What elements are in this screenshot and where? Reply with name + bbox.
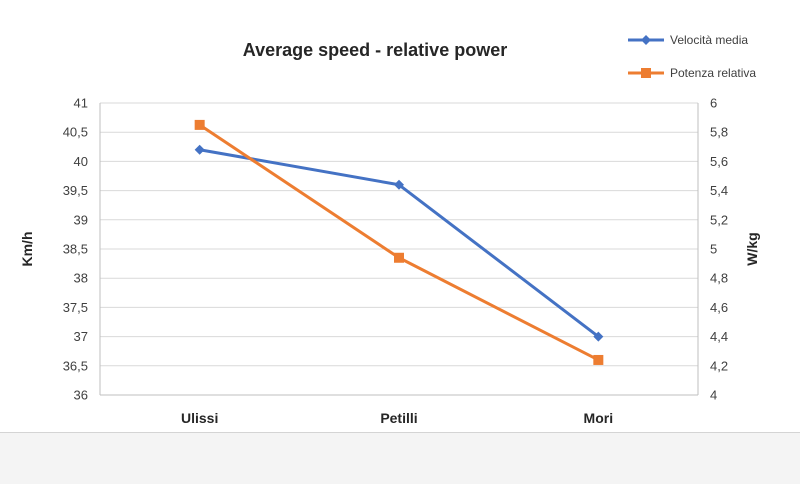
- right-tick-label: 5,2: [710, 212, 728, 227]
- left-tick-label: 36: [74, 388, 88, 403]
- right-tick-label: 4,4: [710, 329, 728, 344]
- category-label: Mori: [584, 410, 614, 426]
- right-tick-label: 4,8: [710, 271, 728, 286]
- series-line: [199, 148, 600, 338]
- left-tick-label: 36,5: [63, 358, 88, 373]
- data-point-marker: [394, 179, 404, 190]
- category-label: Ulissi: [181, 410, 218, 426]
- legend-label: Potenza relativa: [670, 66, 756, 80]
- left-axis-title: Km/h: [19, 232, 35, 267]
- right-tick-label: 5,4: [710, 183, 728, 198]
- right-tick-label: 4,6: [710, 300, 728, 315]
- data-point-marker: [593, 354, 604, 365]
- left-tick-label: 37,5: [63, 300, 88, 315]
- legend-item: Velocità media: [628, 33, 748, 47]
- left-tick-label: 41: [74, 96, 88, 111]
- right-tick-label: 4,2: [710, 358, 728, 373]
- legend-item: Potenza relativa: [628, 66, 756, 80]
- left-tick-label: 40,5: [63, 125, 88, 140]
- left-tick-label: 38: [74, 271, 88, 286]
- legend-label: Velocità media: [670, 33, 748, 47]
- left-tick-label: 39,5: [63, 183, 88, 198]
- legend-marker: [641, 35, 651, 45]
- chart-title: Average speed - relative power: [243, 40, 507, 60]
- right-tick-label: 4: [710, 388, 717, 403]
- left-tick-label: 38,5: [63, 242, 88, 257]
- series-1: [194, 144, 604, 342]
- series-layer: [194, 119, 604, 365]
- left-tick-label: 40: [74, 154, 88, 169]
- data-point-marker: [394, 252, 404, 263]
- data-point-marker: [593, 331, 604, 342]
- gridlines: [100, 102, 698, 396]
- series-2: [194, 119, 604, 365]
- plot-frame: [99, 103, 699, 396]
- left-tick-label: 39: [74, 212, 88, 227]
- data-point-marker: [194, 119, 205, 130]
- right-tick-label: 5,8: [710, 125, 728, 140]
- category-label: Petilli: [380, 410, 417, 426]
- page-footer-strip: [0, 432, 800, 484]
- data-point-marker: [194, 144, 205, 155]
- left-axis-ticks: 36 36,5 37 37,5 38 38,5 39 39,5 40 40,5 41: [63, 96, 88, 403]
- right-tick-label: 5,6: [710, 154, 728, 169]
- right-tick-label: 6: [710, 96, 717, 111]
- left-tick-label: 37: [74, 329, 88, 344]
- line-chart: Average speed - relative power 3636,5373…: [19, 33, 760, 426]
- right-axis-ticks: 4 4,2 4,4 4,6 4,8 5 5,2 5,4 5,6 5,8 6: [710, 96, 728, 403]
- category-axis-ticks: Ulissi Petilli Mori: [181, 410, 613, 426]
- legend: Velocità media Potenza relativa: [628, 33, 756, 80]
- legend-marker: [641, 68, 651, 78]
- right-tick-label: 5: [710, 242, 717, 257]
- right-axis-title: W/kg: [744, 232, 760, 265]
